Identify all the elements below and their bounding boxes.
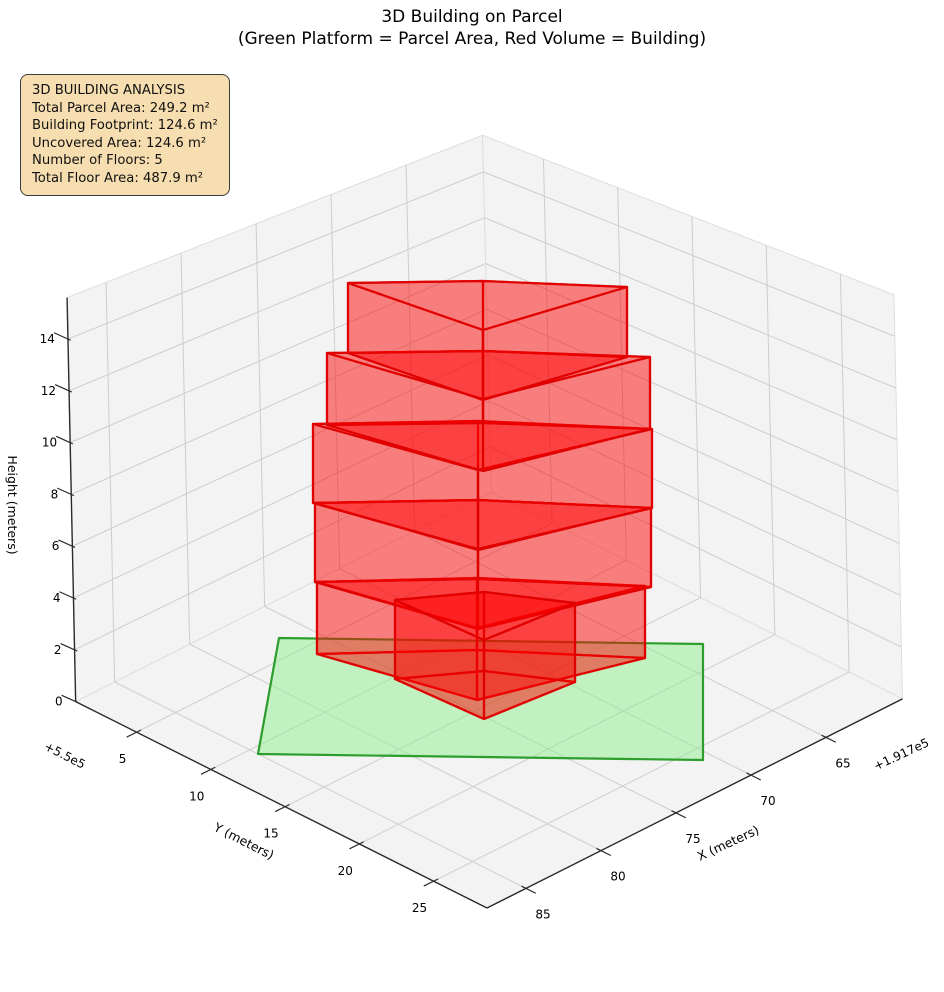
y-axis-tick (423, 878, 439, 887)
grid-line-floor-x (114, 681, 527, 889)
grid-line-wall-z-right (487, 354, 900, 544)
y-axis-line (75, 701, 488, 909)
grid-line-wall-x (405, 165, 416, 532)
box-face-top (346, 279, 629, 332)
z-axis-tick (54, 383, 73, 393)
grid-line-wall-x (255, 223, 266, 607)
z-axis-tick (61, 694, 79, 704)
z-axis-label: Height (meters) (5, 455, 20, 554)
x-axis-label: X (meters) (695, 822, 762, 864)
y-axis-offset-text: +5.5e5 (42, 739, 88, 772)
x-axis-tick-label: 85 (535, 907, 550, 921)
z-axis-tick (59, 591, 77, 600)
y-axis-tick-label: 20 (338, 864, 353, 878)
z-axis-tick (57, 487, 75, 497)
grid-line-wall-z-right (488, 400, 901, 596)
grid-line-wall-z-left (69, 263, 486, 444)
grid-line-wall-z-left (71, 308, 487, 495)
grid-line-wall-z-right (485, 263, 898, 441)
grid-line-wall-y (617, 187, 627, 561)
chart-subtitle: (Green Platform = Parcel Area, Red Volum… (237, 29, 707, 49)
x-axis-tick-label: 65 (835, 756, 850, 770)
analysis-info-box: 3D BUILDING ANALYSIS Total Parcel Area: 2… (20, 74, 230, 196)
grid-line-wall-y (542, 158, 553, 524)
grid-line-wall-z-left (72, 354, 489, 547)
building-floor-3 (311, 419, 654, 551)
grid-line-wall-y (765, 245, 776, 635)
x-axis-tick-label: 70 (760, 794, 775, 808)
grid-line-wall-z-left (74, 446, 491, 651)
z-axis-tick (53, 332, 71, 341)
x-axis-offset-text: +1.917e5 (871, 735, 931, 773)
info-box-line: Building Footprint: 124.6 m² (32, 118, 218, 134)
z-axis-tick-label: 6 (52, 539, 60, 553)
info-box-line: Total Parcel Area: 249.2 m² (32, 100, 210, 116)
building-floor-5 (346, 279, 629, 402)
z-axis-tick-label: 8 (51, 487, 59, 501)
x-axis-line (486, 698, 903, 909)
grid-line-wall-z-left (67, 171, 484, 340)
title-block: 3D Building on Parcel (Green Platform = … (0, 6, 944, 50)
grid-line-wall-x (105, 282, 116, 683)
x-axis-tick (596, 847, 612, 857)
building-floor-4 (325, 349, 652, 473)
grid-line-wall-x (330, 194, 341, 569)
grid-line-wall-x (180, 253, 191, 645)
building-annex (393, 590, 577, 721)
grid-line-wall-z-right (484, 217, 897, 389)
y-axis-tick (126, 729, 142, 738)
y-axis-tick-label: 15 (263, 827, 278, 841)
grid-line-wall-y (691, 216, 702, 598)
chart-title: 3D Building on Parcel (381, 7, 563, 27)
y-axis-tick (349, 841, 365, 850)
box-face-top (393, 590, 577, 642)
z-axis-tick-label: 10 (42, 436, 57, 450)
z-axis-tick (58, 539, 76, 548)
z-axis-tick-label: 12 (41, 384, 56, 398)
x-axis-tick (521, 885, 537, 894)
z-axis-tick-label: 0 (55, 695, 63, 709)
info-box-line: Number of Floors: 5 (32, 153, 163, 169)
x-axis-tick (746, 772, 762, 781)
y-axis-tick (274, 803, 290, 813)
x-axis-tick (821, 734, 837, 743)
grid-line-floor-x (414, 530, 827, 738)
grid-line-wall-z-right (486, 308, 899, 493)
z-axis-tick-label: 14 (40, 332, 55, 346)
z-axis-line (66, 297, 77, 702)
z-axis-tick-label: 2 (54, 643, 62, 657)
grid-line-wall-z-right (489, 446, 902, 648)
y-axis-tick-label: 25 (412, 901, 427, 915)
grid-line-wall-z-left (73, 400, 490, 599)
grid-line-floor-y (136, 522, 553, 733)
grid-line-floor-y (433, 671, 850, 882)
grid-line-wall-z-right (483, 171, 895, 337)
grid-line-wall-z-left (68, 217, 485, 392)
grid-line-wall-y (839, 274, 850, 673)
info-box-title: 3D BUILDING ANALYSIS (32, 83, 186, 98)
y-axis-tick-label: 10 (189, 789, 204, 803)
y-axis-tick-label: 5 (119, 752, 127, 766)
info-box-line: Total Floor Area: 487.9 m² (32, 170, 204, 186)
z-axis-tick (55, 435, 74, 445)
x-axis-tick-label: 80 (610, 870, 625, 884)
info-box-line: Uncovered Area: 124.6 m² (32, 135, 207, 151)
z-axis-tick-label: 4 (53, 591, 61, 605)
x-axis-tick-label: 75 (685, 832, 700, 846)
x-axis-tick (671, 810, 687, 819)
z-axis-tick (60, 642, 78, 652)
y-axis-tick (200, 766, 216, 775)
y-axis-label: Y (meters) (211, 819, 277, 863)
